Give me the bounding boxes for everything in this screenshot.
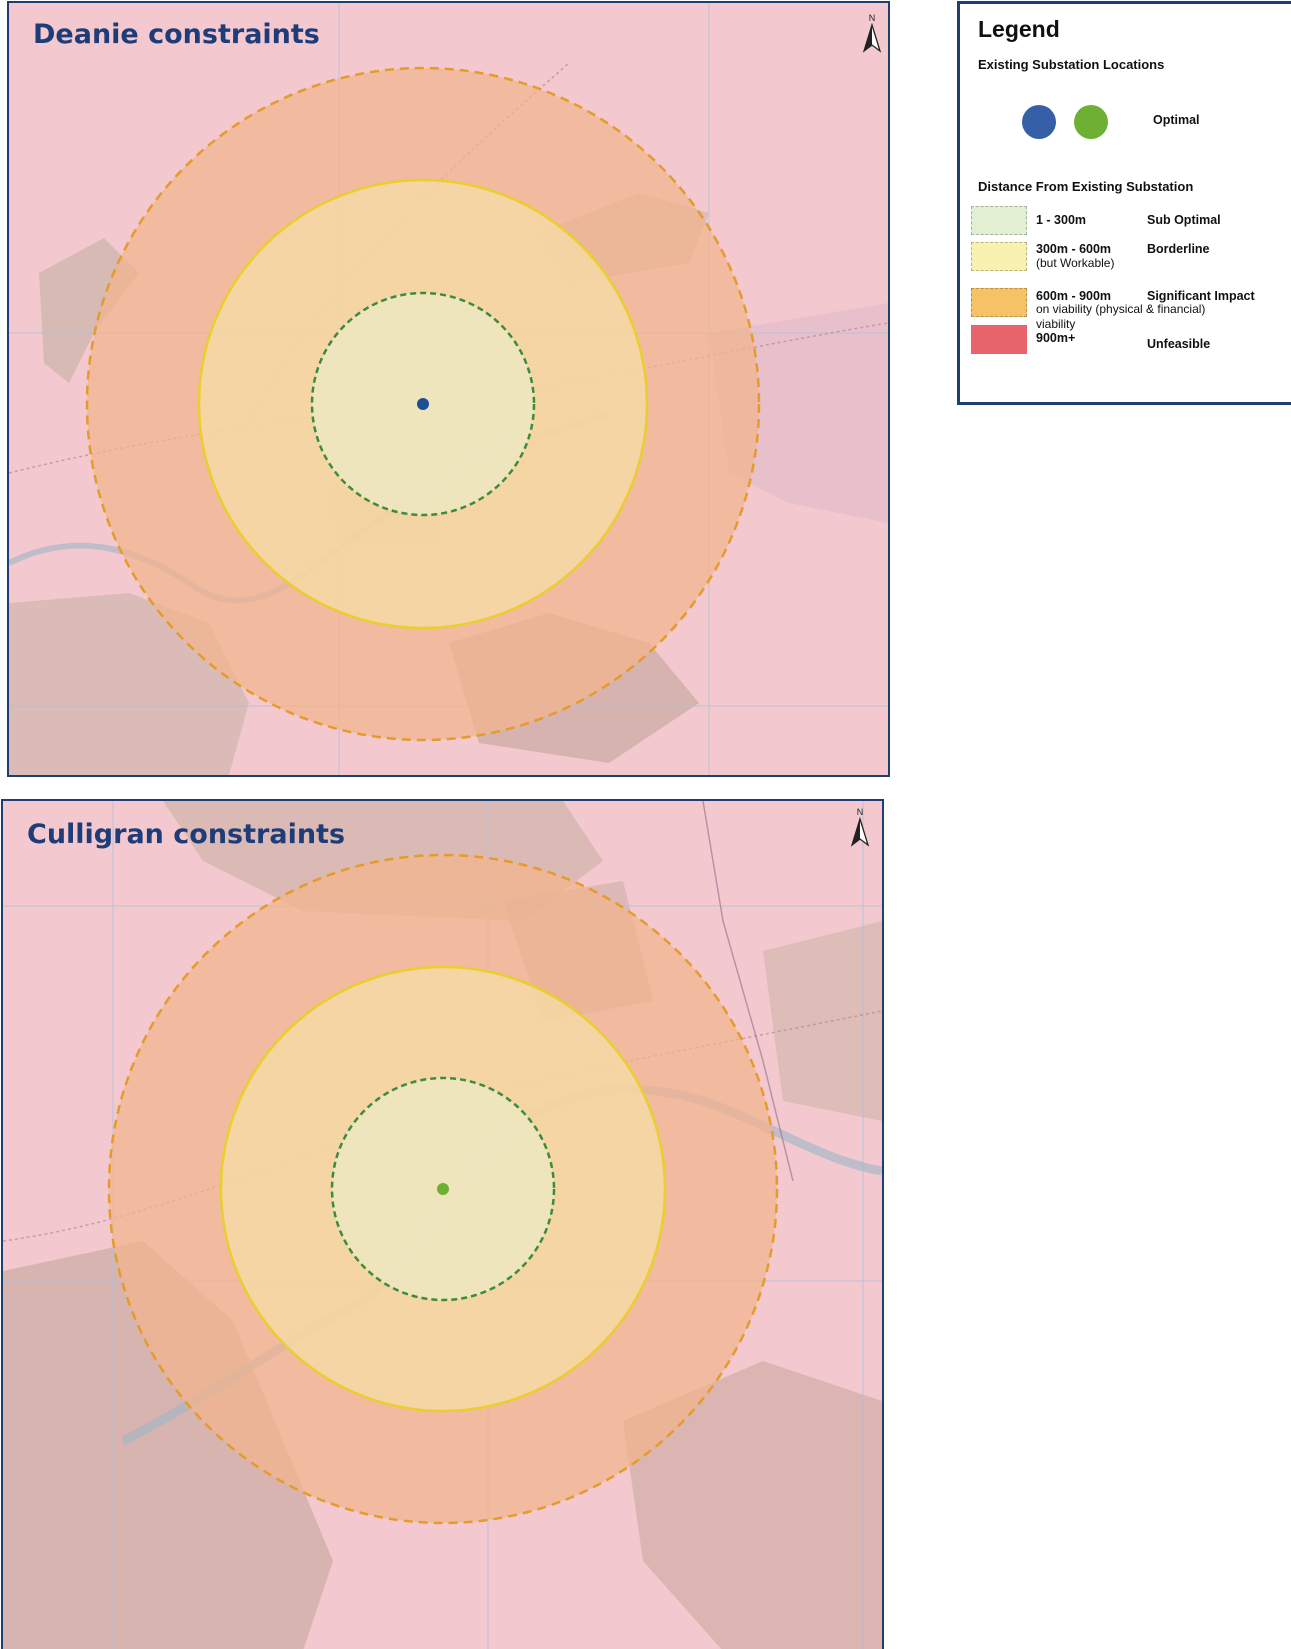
legend-swatch-red xyxy=(971,325,1027,354)
legend-swatch-yellow xyxy=(971,242,1027,271)
substation-deanie xyxy=(417,398,429,410)
map-culligran-canvas xyxy=(3,801,882,1649)
legend-range: 900m+ xyxy=(1036,331,1076,345)
map-deanie[interactable]: Deanie constraints N xyxy=(7,1,890,777)
legend-rating: Significant Impact xyxy=(1147,289,1255,303)
legend-distance-title: Distance From Existing Substation xyxy=(978,179,1194,194)
map-title: Culligran constraints xyxy=(27,819,346,850)
legend-rating: Unfeasible xyxy=(1147,337,1211,351)
legend-range-note: on viability (physical & financial) xyxy=(1036,302,1206,316)
north-arrow-icon: N xyxy=(849,807,871,847)
legend-range: 600m - 900m xyxy=(1036,289,1112,303)
legend-swatch-orange xyxy=(971,288,1027,317)
north-label: N xyxy=(868,13,876,23)
north-arrow-icon: N xyxy=(861,13,883,53)
legend-panel: Legend Existing Substation Locations Opt… xyxy=(957,1,1291,405)
legend-range: 300m - 600m xyxy=(1036,242,1112,256)
map-title: Deanie constraints xyxy=(33,19,320,50)
legend-existing-title: Existing Substation Locations xyxy=(978,57,1165,72)
legend-rating: Sub Optimal xyxy=(1147,213,1221,227)
legend-swatch-green xyxy=(971,206,1027,235)
substation-green-icon xyxy=(1074,105,1108,139)
legend-title: Legend xyxy=(978,16,1060,42)
substation-culligran xyxy=(437,1183,449,1195)
legend-range-note: (but Workable) xyxy=(1036,256,1115,270)
legend-rating: Borderline xyxy=(1147,242,1210,256)
north-label: N xyxy=(856,807,864,817)
substation-blue-icon xyxy=(1022,105,1056,139)
legend-range-note: viability xyxy=(1036,317,1076,331)
legend-existing-label: Optimal xyxy=(1153,113,1200,127)
map-deanie-canvas xyxy=(9,3,888,775)
map-culligran[interactable]: Culligran constraints N xyxy=(1,799,884,1649)
legend-range: 1 - 300m xyxy=(1036,213,1087,227)
